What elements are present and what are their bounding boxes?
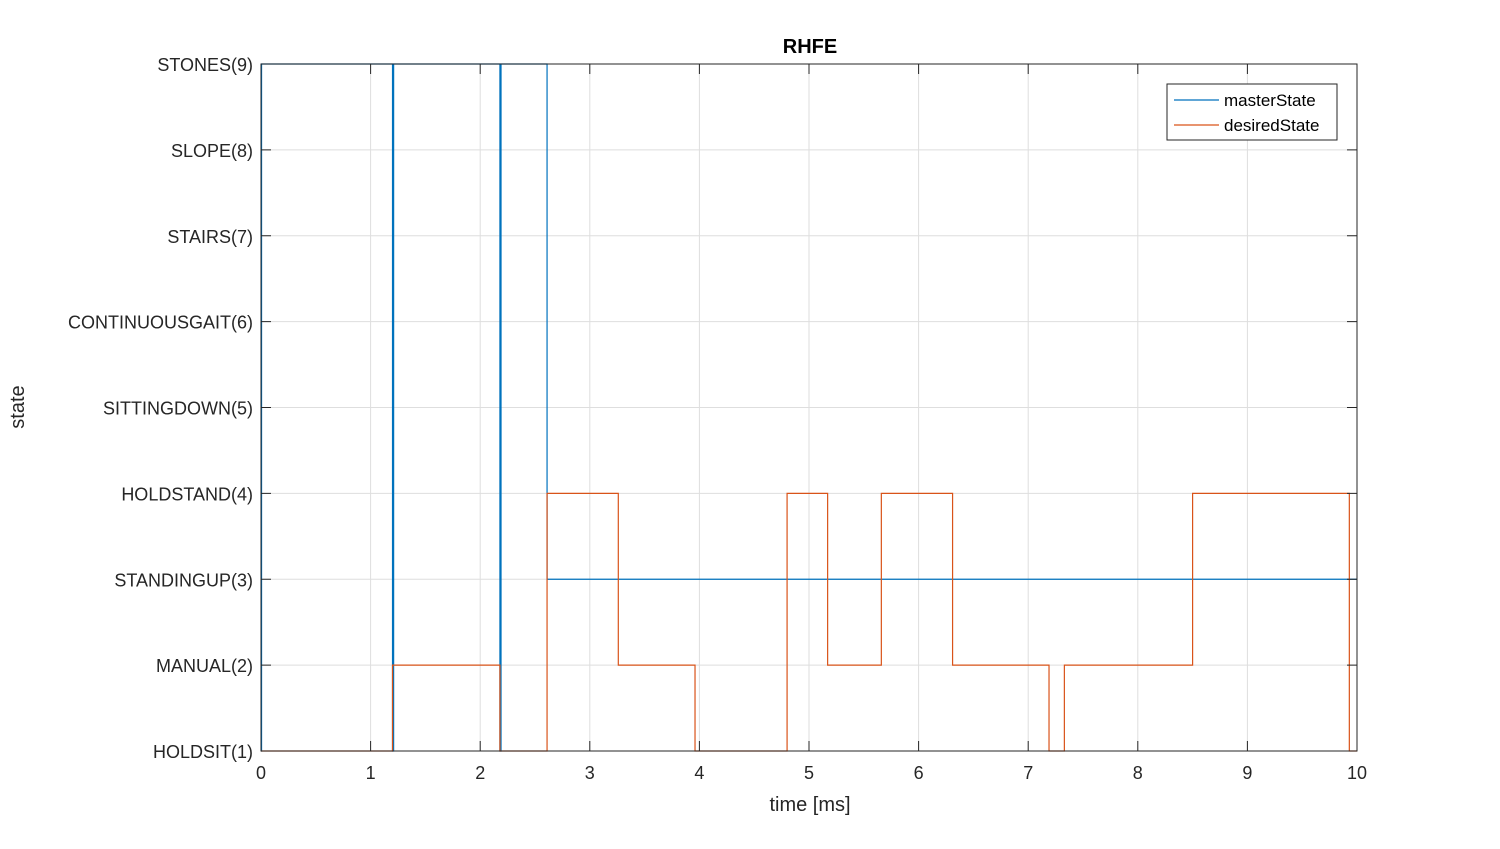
x-tick-label: 9 <box>1242 763 1252 783</box>
x-tick-label: 4 <box>694 763 704 783</box>
x-tick-label: 0 <box>256 763 266 783</box>
x-tick-labels: 0 1 2 3 4 5 6 7 8 9 10 <box>256 763 1367 783</box>
x-tick-label: 8 <box>1133 763 1143 783</box>
ticks <box>260 63 1358 752</box>
x-tick-label: 7 <box>1023 763 1033 783</box>
legend-label-desired-state: desiredState <box>1224 116 1319 135</box>
x-tick-label: 6 <box>914 763 924 783</box>
y-tick-label: STONES(9) <box>157 55 253 75</box>
y-tick-labels: HOLDSIT(1) MANUAL(2) STANDINGUP(3) HOLDSTAN… <box>68 55 253 762</box>
x-tick-label: 2 <box>475 763 485 783</box>
x-tick-label: 5 <box>804 763 814 783</box>
y-tick-label: SLOPE(8) <box>171 141 253 161</box>
x-tick-label: 1 <box>366 763 376 783</box>
y-tick-label: STANDINGUP(3) <box>114 570 253 590</box>
chart-title: RHFE <box>783 36 837 58</box>
x-axis-label: time [ms] <box>769 794 850 816</box>
legend-box <box>1166 83 1338 141</box>
legend-label-master-state: masterState <box>1224 91 1316 110</box>
x-tick-label: 10 <box>1347 763 1367 783</box>
y-tick-label: MANUAL(2) <box>156 656 253 676</box>
y-axis-label: state <box>7 385 29 428</box>
legend: masterState desiredState <box>1166 83 1338 141</box>
y-tick-label: HOLDSTAND(4) <box>121 484 253 504</box>
y-tick-label: STAIRS(7) <box>167 227 253 247</box>
y-tick-label: SITTINGDOWN(5) <box>103 399 253 419</box>
y-tick-label: CONTINUOUSGAIT(6) <box>68 313 253 333</box>
y-tick-label: HOLDSIT(1) <box>153 742 253 762</box>
x-tick-label: 3 <box>585 763 595 783</box>
